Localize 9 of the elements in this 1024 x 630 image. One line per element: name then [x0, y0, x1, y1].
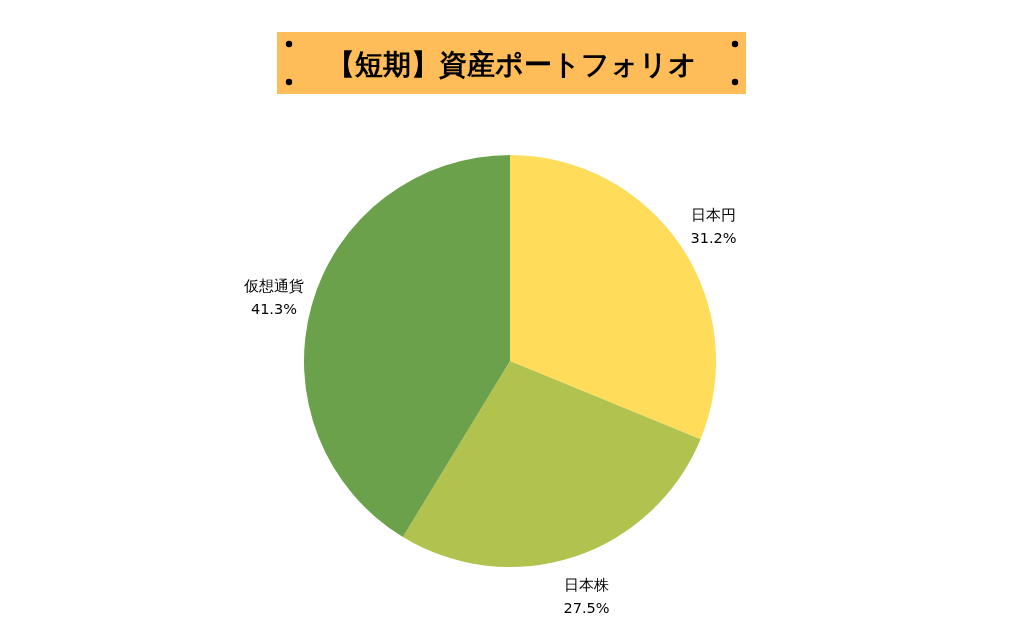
- slice-label: 日本株: [563, 576, 609, 593]
- chart-title: 【短期】資産ポートフォリオ: [327, 48, 697, 81]
- slice-label: 仮想通貨: [242, 277, 304, 294]
- data-label: 31.2%: [690, 230, 737, 247]
- pie-slice: [402, 361, 701, 567]
- data-label: 41.3%: [250, 300, 297, 317]
- slice-label: 日本円: [691, 207, 737, 224]
- data-label: 27.5%: [563, 599, 610, 616]
- pie-slice: [304, 155, 510, 537]
